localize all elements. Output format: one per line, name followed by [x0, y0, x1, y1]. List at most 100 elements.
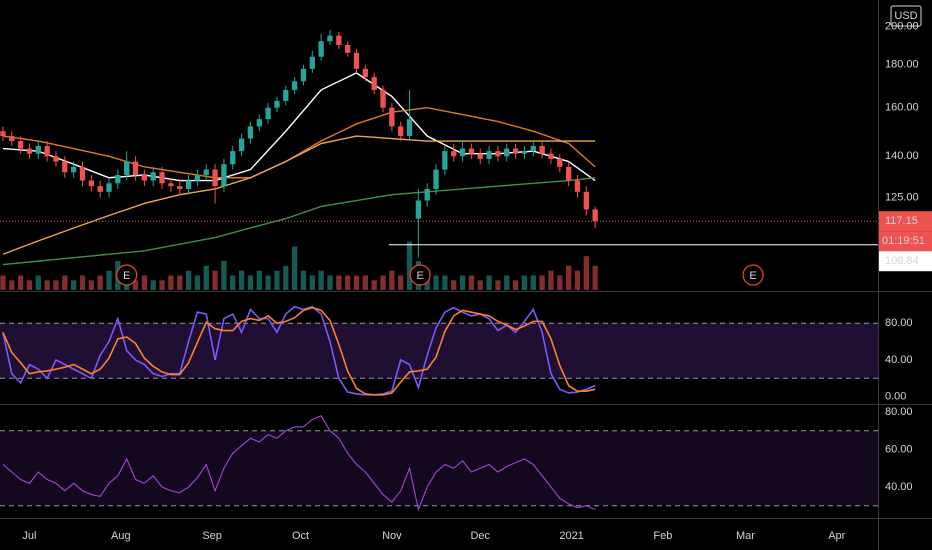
- candle-body: [336, 35, 342, 46]
- candle-body: [433, 169, 439, 189]
- volume-bar: [300, 270, 307, 290]
- volume-bar: [451, 280, 457, 290]
- oscillator-line: [2, 415, 596, 512]
- hline-box: [879, 251, 932, 272]
- volume-bar: [512, 280, 519, 290]
- volume-bar: [336, 275, 342, 290]
- moving-average: [2, 135, 596, 255]
- candle-body: [398, 126, 404, 137]
- volume-bar: [79, 275, 86, 290]
- volume-bar: [71, 280, 77, 290]
- volume-bar: [345, 275, 351, 290]
- candle-body: [327, 35, 333, 42]
- candle-body: [291, 81, 298, 90]
- candle-body: [300, 68, 307, 82]
- candle-body: [459, 148, 466, 157]
- volume-bar: [398, 275, 404, 290]
- volume-bar: [477, 280, 483, 290]
- volume-bar: [433, 275, 439, 290]
- volume-bar: [247, 275, 254, 290]
- candle-body: [177, 186, 183, 189]
- volume-bar: [557, 275, 563, 290]
- candle-body: [521, 151, 528, 154]
- y-tick-label: 180.00: [885, 59, 919, 71]
- volume-bar: [574, 270, 581, 290]
- moving-average: [2, 72, 596, 182]
- volume-bar: [583, 256, 589, 290]
- countdown-label: 01:19:51: [882, 235, 925, 247]
- y-tick-label: 125.00: [885, 192, 919, 204]
- volume-bar: [291, 246, 298, 290]
- volume-bar: [442, 275, 448, 290]
- volume-bar: [539, 275, 545, 290]
- moving-average: [2, 177, 596, 266]
- volume-bar: [62, 275, 68, 290]
- countdown-box: [879, 231, 932, 252]
- candle-body: [530, 146, 536, 152]
- y-tick-label: 160.00: [885, 102, 919, 114]
- currency-box[interactable]: [890, 5, 922, 27]
- volume-bar: [504, 275, 510, 290]
- candle-body: [512, 148, 519, 154]
- y-tick-label: 80.00: [885, 317, 913, 329]
- earnings-marker: [742, 264, 764, 286]
- candle-body: [451, 151, 457, 157]
- volume-bar: [256, 270, 262, 290]
- candle-body: [238, 138, 245, 152]
- pane: [0, 30, 598, 290]
- candle-body: [283, 89, 289, 101]
- candle-body: [9, 136, 15, 142]
- earnings-label: E: [749, 270, 756, 282]
- volume-bar: [521, 275, 528, 290]
- volume-bar: [26, 280, 33, 290]
- band-fill: [0, 430, 878, 506]
- candle-body: [486, 151, 492, 159]
- candle-body: [495, 151, 501, 157]
- candle-body: [26, 148, 33, 154]
- y-tick-label: 60.00: [885, 443, 913, 455]
- candle-body: [389, 107, 395, 127]
- earnings-marker: [409, 264, 431, 286]
- oscillator-line: [2, 305, 596, 396]
- candle-body: [504, 148, 510, 157]
- volume-bar: [203, 265, 209, 290]
- volume-bar: [9, 280, 15, 290]
- candle-body: [548, 153, 554, 159]
- x-tick-label: Oct: [292, 530, 309, 542]
- x-tick-label: Mar: [736, 530, 755, 542]
- x-tick-label: Apr: [828, 530, 845, 542]
- candle-body: [274, 100, 280, 108]
- last-price-label: 117.15: [885, 215, 918, 227]
- volume-bar: [221, 261, 227, 290]
- candle-body: [362, 68, 368, 78]
- volume-bar: [265, 275, 271, 290]
- candle-body: [371, 77, 377, 90]
- volume-bar: [468, 275, 475, 290]
- x-tick-label: Dec: [470, 530, 490, 542]
- volume-bar: [35, 275, 41, 290]
- volume-bar: [97, 275, 103, 290]
- y-tick-label: 0.00: [885, 391, 906, 403]
- y-tick-label: 40.00: [885, 481, 913, 493]
- x-tick-label: Sep: [202, 530, 222, 542]
- volume-bar: [318, 270, 324, 290]
- volume-bar: [371, 280, 377, 290]
- candle-body: [557, 158, 563, 167]
- pane: [2, 415, 596, 512]
- candle-body: [88, 180, 94, 187]
- volume-bar: [17, 275, 24, 290]
- candle-body: [353, 52, 360, 69]
- candle-body: [583, 191, 589, 210]
- volume-bar: [185, 270, 192, 290]
- x-tick-label: Nov: [382, 530, 402, 542]
- volume-bar: [380, 275, 386, 290]
- volume-bar: [88, 280, 94, 290]
- candle-body: [309, 56, 315, 69]
- volume-bar: [141, 275, 148, 290]
- candle-body: [256, 119, 262, 127]
- volume-bar: [548, 270, 554, 290]
- currency[interactable]: USD: [894, 10, 917, 22]
- candle-body: [159, 172, 165, 184]
- volume-bar: [194, 275, 201, 290]
